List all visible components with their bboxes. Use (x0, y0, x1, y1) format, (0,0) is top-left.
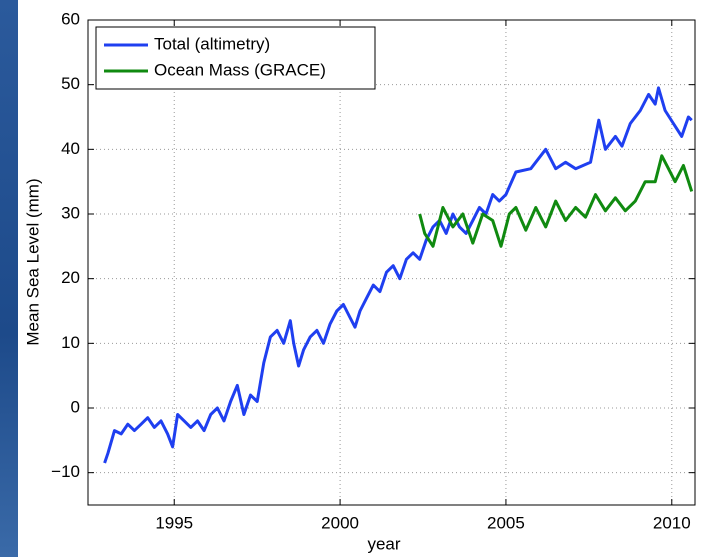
data-line (418, 154, 694, 248)
y-tick-label: 50 (61, 74, 80, 93)
x-tick-label: 2005 (487, 513, 525, 532)
x-axis-label: year (367, 534, 400, 553)
y-tick-label: 0 (71, 397, 80, 416)
plot-frame (87, 19, 696, 506)
y-tick-label: −10 (51, 462, 80, 481)
y-tick-label: 60 (61, 9, 80, 28)
y-tick-label: 30 (61, 203, 80, 222)
legend-label: Total (altimetry) (154, 34, 270, 53)
legend-box (95, 26, 376, 90)
y-tick-label: 40 (61, 139, 80, 158)
y-axis-label: Mean Sea Level (mm) (23, 178, 42, 345)
y-tick-label: 20 (61, 268, 80, 287)
legend-label: Ocean Mass (GRACE) (154, 60, 326, 79)
x-tick-label: 2010 (653, 513, 691, 532)
data-line (103, 86, 693, 464)
x-tick-label: 2000 (321, 513, 359, 532)
y-tick-label: 10 (61, 333, 80, 352)
x-tick-label: 1995 (155, 513, 193, 532)
